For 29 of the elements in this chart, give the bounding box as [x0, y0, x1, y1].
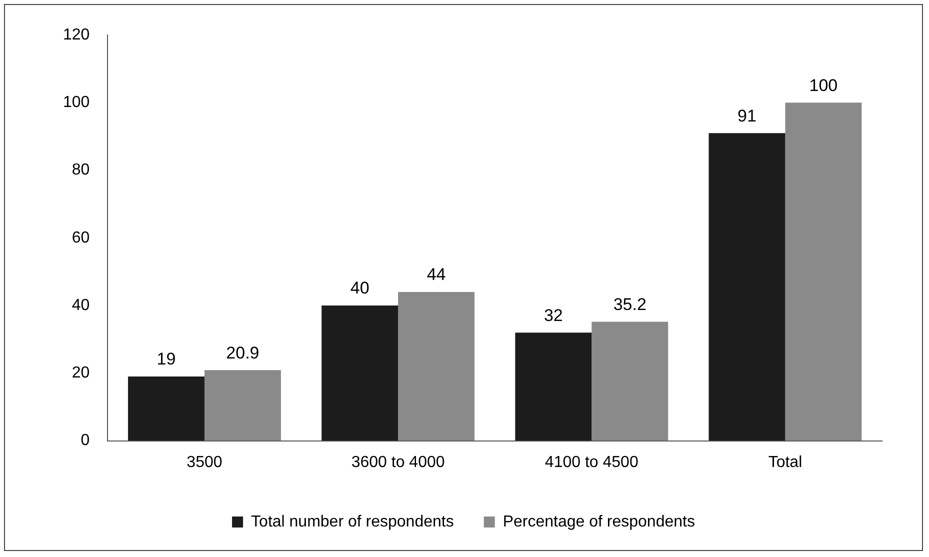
bar	[128, 376, 204, 441]
data-label: 40	[350, 278, 370, 298]
data-label: 100	[809, 76, 838, 95]
x-tick-label: 3600 to 4000	[351, 454, 445, 471]
data-label: 91	[738, 106, 756, 126]
bar	[592, 322, 668, 441]
data-label: 35.2	[613, 294, 646, 314]
y-tick-label: 20	[72, 364, 90, 382]
bar	[515, 332, 592, 441]
legend-label: Percentage of respondents	[502, 513, 695, 530]
data-label: 19	[156, 350, 176, 369]
legend-label: Total number of respondents	[251, 513, 454, 530]
y-tick-label: 100	[62, 94, 90, 112]
y-tick-label: 80	[72, 162, 90, 179]
y-tick-label: 120	[62, 26, 90, 44]
bar	[785, 102, 862, 441]
data-label: 32	[544, 306, 563, 325]
bar	[204, 370, 281, 441]
bar	[398, 292, 475, 441]
x-tick-label: 4100 to 4500	[544, 454, 638, 471]
x-tick-label: Total	[768, 454, 802, 471]
data-label: 20.9	[226, 343, 260, 362]
data-label: 44	[426, 265, 446, 284]
y-tick-label: 40	[72, 296, 90, 314]
bar	[708, 133, 786, 441]
x-tick-label: 3500	[186, 454, 222, 471]
y-tick-label: 0	[80, 432, 90, 450]
y-tick-label: 60	[72, 229, 90, 246]
bar	[322, 306, 398, 441]
